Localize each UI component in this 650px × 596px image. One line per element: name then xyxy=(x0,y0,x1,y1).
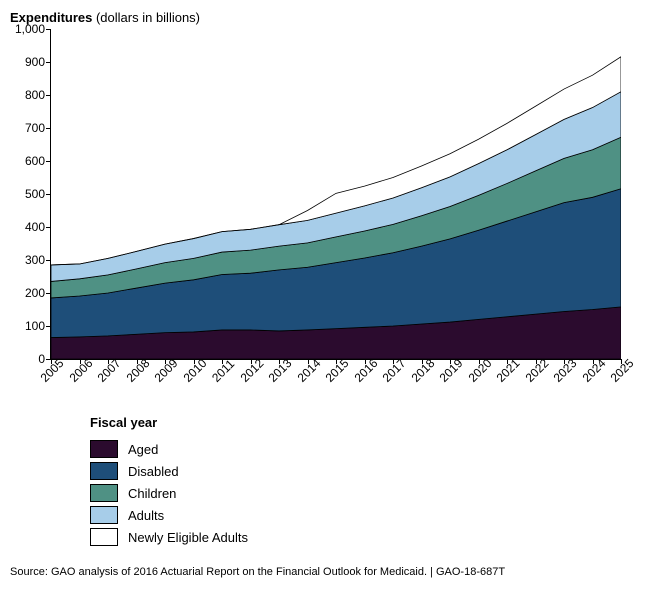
y-tick-label: 0 xyxy=(11,352,45,366)
x-tick-label: 2025 xyxy=(608,356,637,385)
x-tick-mark xyxy=(536,359,537,364)
legend-label: Newly Eligible Adults xyxy=(128,530,248,545)
legend-label: Adults xyxy=(128,508,164,523)
legend-item: Newly Eligible Adults xyxy=(90,528,640,546)
source-text: Source: GAO analysis of 2016 Actuarial R… xyxy=(10,566,640,578)
plot-area: 01002003004005006007008009001,0002005200… xyxy=(50,29,621,360)
chart-title: Expenditures (dollars in billions) xyxy=(10,10,640,25)
y-tick-label: 1,000 xyxy=(11,22,45,36)
x-tick-label: 2006 xyxy=(66,356,95,385)
y-tick-mark xyxy=(46,326,51,327)
x-tick-mark xyxy=(80,359,81,364)
x-tick-label: 2022 xyxy=(522,356,551,385)
x-tick-label: 2019 xyxy=(437,356,466,385)
legend-item: Aged xyxy=(90,440,640,458)
x-tick-mark xyxy=(564,359,565,364)
legend-swatch xyxy=(90,440,118,458)
x-tick-label: 2011 xyxy=(209,357,237,385)
x-tick-label: 2023 xyxy=(551,356,580,385)
legend-swatch xyxy=(90,462,118,480)
y-tick-mark xyxy=(46,227,51,228)
x-tick-mark xyxy=(365,359,366,364)
x-tick-mark xyxy=(479,359,480,364)
legend-label: Aged xyxy=(128,442,158,457)
x-tick-label: 2015 xyxy=(323,356,352,385)
x-tick-mark xyxy=(308,359,309,364)
x-tick-mark xyxy=(336,359,337,364)
y-tick-mark xyxy=(46,194,51,195)
x-tick-mark xyxy=(251,359,252,364)
x-tick-mark xyxy=(621,359,622,364)
x-tick-mark xyxy=(593,359,594,364)
y-tick-label: 800 xyxy=(11,88,45,102)
y-tick-label: 600 xyxy=(11,154,45,168)
y-tick-mark xyxy=(46,128,51,129)
x-tick-label: 2010 xyxy=(180,356,209,385)
y-tick-mark xyxy=(46,161,51,162)
x-tick-mark xyxy=(194,359,195,364)
x-tick-label: 2017 xyxy=(380,356,409,385)
y-tick-label: 400 xyxy=(11,220,45,234)
x-tick-mark xyxy=(393,359,394,364)
x-axis-label: Fiscal year xyxy=(90,415,640,430)
legend-swatch xyxy=(90,528,118,546)
x-tick-mark xyxy=(222,359,223,364)
x-tick-mark xyxy=(450,359,451,364)
y-tick-label: 100 xyxy=(11,319,45,333)
y-tick-label: 500 xyxy=(11,187,45,201)
x-tick-mark xyxy=(165,359,166,364)
x-tick-label: 2009 xyxy=(152,356,181,385)
stacked-areas-svg xyxy=(51,29,621,359)
x-tick-mark xyxy=(507,359,508,364)
x-tick-mark xyxy=(51,359,52,364)
x-tick-mark xyxy=(279,359,280,364)
y-tick-label: 700 xyxy=(11,121,45,135)
legend-label: Children xyxy=(128,486,176,501)
y-tick-mark xyxy=(46,293,51,294)
legend-swatch xyxy=(90,484,118,502)
x-tick-label: 2020 xyxy=(465,356,494,385)
x-tick-mark xyxy=(422,359,423,364)
y-tick-label: 900 xyxy=(11,55,45,69)
x-tick-label: 2018 xyxy=(408,356,437,385)
y-tick-mark xyxy=(46,62,51,63)
x-tick-mark xyxy=(108,359,109,364)
x-tick-label: 2013 xyxy=(266,356,295,385)
x-tick-label: 2007 xyxy=(95,356,124,385)
y-tick-mark xyxy=(46,260,51,261)
x-tick-label: 2014 xyxy=(294,356,323,385)
y-tick-label: 200 xyxy=(11,286,45,300)
legend-item: Children xyxy=(90,484,640,502)
y-tick-mark xyxy=(46,95,51,96)
legend-item: Adults xyxy=(90,506,640,524)
x-tick-label: 2021 xyxy=(494,356,523,385)
legend-label: Disabled xyxy=(128,464,179,479)
chart-container: 01002003004005006007008009001,0002005200… xyxy=(10,29,630,409)
x-tick-label: 2016 xyxy=(351,356,380,385)
x-tick-label: 2024 xyxy=(579,356,608,385)
legend-swatch xyxy=(90,506,118,524)
y-tick-mark xyxy=(46,29,51,30)
x-tick-label: 2012 xyxy=(237,356,266,385)
legend-item: Disabled xyxy=(90,462,640,480)
x-tick-label: 2008 xyxy=(123,356,152,385)
y-tick-label: 300 xyxy=(11,253,45,267)
x-tick-mark xyxy=(137,359,138,364)
legend: Aged Disabled Children Adults Newly Eligible… xyxy=(90,440,640,546)
title-rest: (dollars in billions) xyxy=(92,10,200,25)
